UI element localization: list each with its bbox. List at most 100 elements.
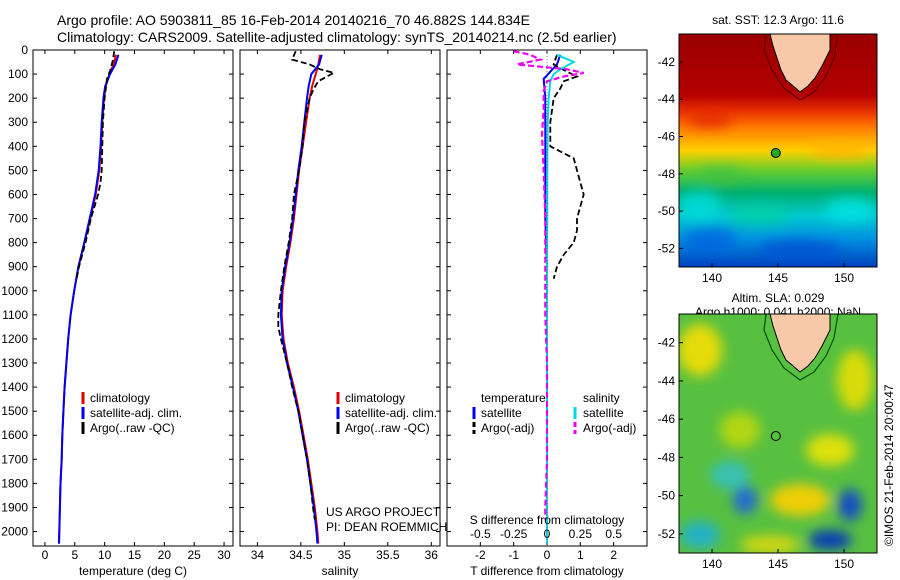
map-x-tick-label: 150 (834, 557, 854, 571)
argo-position-marker (770, 147, 781, 158)
argo-position-marker (770, 431, 781, 442)
temperature-legend: climatology satellite-adj. clim. Argo(..… (81, 391, 182, 435)
imos-timestamp: ©IMOS 21-Feb-2014 20:00:47 (882, 384, 896, 546)
map-y-tick-label: -44 (658, 374, 676, 388)
x-tick-label: 10 (98, 548, 112, 562)
depth-tick-label: 1600 (1, 428, 28, 442)
series-line (277, 50, 337, 520)
bathymetry-contour (763, 314, 839, 381)
map-y-tick-label: -44 (658, 92, 676, 106)
sla-map-title-1: Altim. SLA: 0.029 (732, 291, 825, 305)
map-y-tick-label: -48 (658, 167, 676, 181)
bathymetry-contour (763, 34, 839, 101)
x-tick-label: 25 (188, 548, 202, 562)
x-tick-label: 34 (251, 548, 265, 562)
map-y-tick-label: -46 (658, 130, 676, 144)
x-tick-label: 30 (217, 548, 231, 562)
sst-texture (679, 112, 875, 260)
x-tick-label: -1 (508, 548, 519, 562)
map-x-tick-label: 140 (702, 271, 722, 285)
map-y-tick-label: -52 (658, 527, 676, 541)
depth-tick-label: 1300 (1, 356, 28, 370)
depth-axis: 0 100 200 300 400 500 600 700 800 900 1000 1100 1200… (1, 43, 647, 539)
map-y-tick-label: -50 (658, 204, 676, 218)
temperature-plot: 0 5 10 15 20 25 30 (42, 50, 231, 562)
depth-tick-label: 200 (8, 91, 28, 105)
depth-tick-label: 1500 (1, 404, 28, 418)
depth-tick-label: 400 (8, 139, 28, 153)
map-y-tick-label: -42 (658, 55, 676, 69)
series-line (549, 54, 585, 279)
difference-top-label: S difference from climatology (470, 513, 625, 527)
depth-tick-label: 500 (8, 163, 28, 177)
sst-map-title: sat. SST: 12.3 Argo: 11.6 (712, 13, 844, 27)
legend-argo-sal: Argo(-adj) (583, 421, 636, 435)
x-tick-label: 34.5 (289, 548, 313, 562)
x-tick-label: 35.5 (376, 548, 400, 562)
legend-satellite: satellite-adj. clim. (90, 406, 182, 420)
map-y-tick-label: -46 (658, 412, 676, 426)
top-tick-label: -0.5 (470, 527, 491, 541)
legend-title-salinity: salinity (583, 391, 620, 405)
x-tick-label: 5 (71, 548, 78, 562)
project-label: US ARGO PROJECT (326, 505, 441, 519)
difference-plot: -2 -1 0 1 2 -0.5 -0.25 0 0.25 0.5 (470, 50, 622, 562)
temperature-panel-frame (32, 49, 234, 547)
legend-climatology: climatology (90, 391, 150, 405)
temperature-xlabel: temperature (deg C) (79, 564, 187, 578)
map-y-tick-label: -50 (658, 489, 676, 503)
x-tick-label: 2 (610, 548, 617, 562)
top-tick-label: 0.5 (605, 527, 622, 541)
depth-tick-label: 1100 (2, 308, 28, 322)
map-x-tick-label: 145 (768, 271, 788, 285)
x-tick-label: 0 (544, 548, 551, 562)
legend-sat-sal: satellite (583, 406, 624, 420)
header-line-1: Argo profile: AO 5903811_85 16-Feb-2014 … (57, 12, 530, 28)
legend-climatology: climatology (345, 391, 405, 405)
series-line (75, 51, 116, 279)
x-tick-label: 35 (338, 548, 352, 562)
salinity-panel-frame (239, 49, 441, 547)
series-line (513, 50, 584, 520)
depth-tick-label: 100 (8, 67, 28, 81)
difference-xlabel: T difference from climatology (470, 564, 624, 578)
map-x-tick-label: 145 (768, 557, 788, 571)
legend-argo: Argo(..raw -QC) (345, 421, 430, 435)
depth-tick-label: 2000 (1, 525, 28, 539)
x-tick-label: 36 (425, 548, 439, 562)
depth-tick-label: 700 (8, 212, 28, 226)
depth-tick-label: 1000 (1, 284, 28, 298)
sla-map-axes: 140 145 150 -42 -44 -46 -48 -50 -52 (658, 336, 855, 571)
top-tick-label: 0.25 (569, 527, 593, 541)
series-line (58, 54, 120, 544)
header-line-2: Climatology: CARS2009. Satellite-adjuste… (57, 29, 617, 45)
legend-title-temperature: temperature (481, 391, 546, 405)
depth-tick-label: 600 (8, 187, 28, 201)
depth-tick-label: 1900 (1, 500, 28, 514)
map-y-tick-label: -42 (658, 336, 676, 350)
depth-tick-label: 0 (21, 43, 28, 57)
sla-map (679, 314, 877, 553)
depth-tick-label: 800 (8, 236, 28, 250)
depth-tick-label: 1800 (1, 476, 28, 490)
legend-sat-temp: satellite (481, 406, 522, 420)
legend-argo-temp: Argo(-adj) (481, 421, 534, 435)
depth-tick-label: 300 (8, 115, 28, 129)
legend-satellite: satellite-adj. clim. (345, 406, 437, 420)
tasmania-land (769, 34, 831, 93)
top-tick-label: 0 (544, 527, 551, 541)
x-tick-label: -2 (475, 548, 486, 562)
x-tick-label: 0 (42, 548, 49, 562)
map-y-tick-label: -52 (658, 241, 676, 255)
pi-label: PI: DEAN ROEMMICH (326, 520, 447, 534)
tasmania-land (769, 314, 831, 373)
legend-argo: Argo(..raw -QC) (90, 421, 175, 435)
sla-texture (679, 324, 873, 553)
map-y-tick-label: -48 (658, 450, 676, 464)
map-x-tick-label: 150 (834, 271, 854, 285)
map-x-tick-label: 140 (702, 557, 722, 571)
salinity-xlabel: salinity (322, 564, 359, 578)
sst-map-axes: 140 145 150 -42 -44 -46 -48 -50 -52 (658, 55, 855, 285)
difference-legend: temperature salinity satellite Argo(-adj… (472, 391, 636, 435)
